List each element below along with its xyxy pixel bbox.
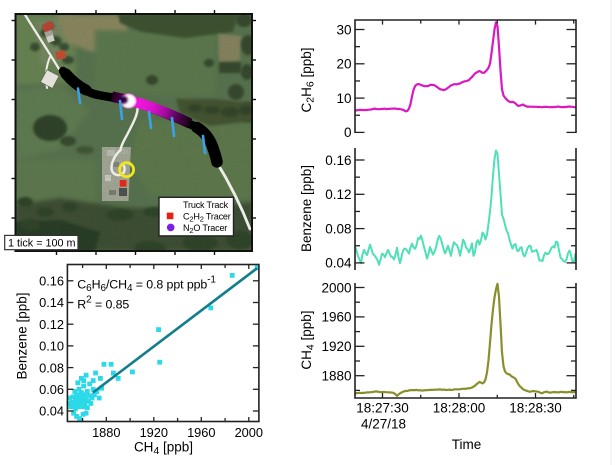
- svg-text:CH4 [ppb]: CH4 [ppb]: [134, 440, 193, 458]
- svg-text:10: 10: [336, 91, 351, 106]
- svg-text:0.06: 0.06: [39, 382, 64, 397]
- svg-text:0: 0: [344, 125, 352, 140]
- svg-text:CH4 [ppb]: CH4 [ppb]: [299, 310, 317, 369]
- svg-text:0.12: 0.12: [39, 317, 64, 332]
- svg-text:0.12: 0.12: [325, 187, 351, 202]
- svg-text:C2H2 Tracer: C2H2 Tracer: [183, 212, 231, 224]
- svg-text:18:27:30: 18:27:30: [356, 401, 409, 416]
- svg-text:C6H6/CH4 = 0.8 ppt ppb-1: C6H6/CH4 = 0.8 ppt ppb-1: [77, 275, 216, 295]
- svg-text:0.08: 0.08: [325, 221, 351, 236]
- svg-text:0.14: 0.14: [39, 295, 64, 310]
- svg-text:18:28:00: 18:28:00: [433, 401, 486, 416]
- svg-text:0.04: 0.04: [325, 256, 352, 271]
- svg-text:1920: 1920: [140, 425, 168, 440]
- svg-text:1960: 1960: [187, 425, 215, 440]
- svg-text:1880: 1880: [92, 425, 120, 440]
- svg-text:18:28:30: 18:28:30: [509, 401, 562, 416]
- svg-text:Truck Track: Truck Track: [183, 200, 229, 210]
- svg-text:1920: 1920: [321, 339, 351, 354]
- svg-text:0.04: 0.04: [39, 404, 64, 419]
- svg-text:1 tick = 100 m: 1 tick = 100 m: [8, 238, 76, 250]
- svg-text:20: 20: [336, 57, 351, 72]
- svg-text:N2O Tracer: N2O Tracer: [183, 223, 227, 235]
- svg-text:30: 30: [336, 22, 351, 37]
- svg-text:2000: 2000: [321, 280, 351, 295]
- svg-text:R2 = 0.85: R2 = 0.85: [77, 295, 129, 312]
- svg-text:Benzene [ppb]: Benzene [ppb]: [299, 165, 314, 252]
- svg-text:Time: Time: [452, 437, 482, 452]
- svg-text:4/27/18: 4/27/18: [361, 417, 406, 432]
- svg-text:0.08: 0.08: [39, 360, 64, 375]
- svg-text:0.16: 0.16: [325, 153, 351, 168]
- svg-text:Benzene [ppb]: Benzene [ppb]: [15, 292, 30, 379]
- svg-text:0.16: 0.16: [39, 274, 64, 289]
- svg-text:1880: 1880: [321, 369, 351, 384]
- svg-text:1960: 1960: [321, 310, 351, 325]
- svg-text:0.10: 0.10: [39, 339, 64, 354]
- svg-text:C2H6 [ppb]: C2H6 [ppb]: [299, 48, 317, 113]
- svg-text:2000: 2000: [235, 425, 263, 440]
